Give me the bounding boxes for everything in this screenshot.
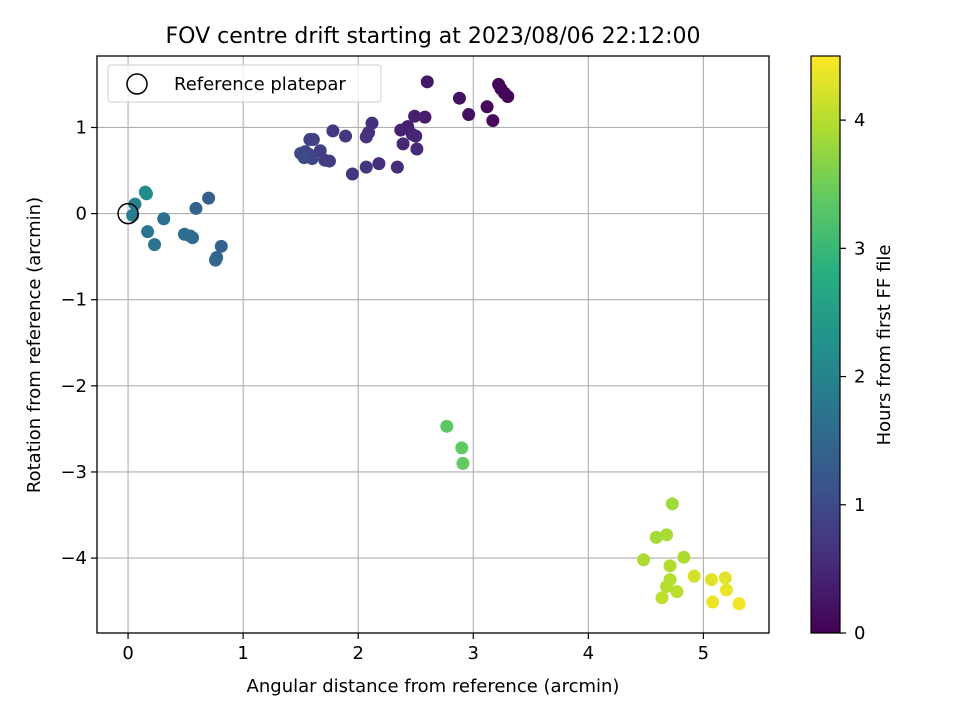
data-point [486, 114, 500, 128]
data-point [492, 77, 506, 91]
x-tick-label: 1 [237, 643, 248, 664]
y-ticks: 1 0 −1 −2 −3 −4 [60, 117, 97, 569]
y-tick-label: −2 [60, 376, 87, 397]
grid [97, 56, 769, 633]
data-point [665, 497, 679, 511]
data-point [139, 187, 153, 201]
y-axis-label: Rotation from reference (arcmin) [24, 197, 45, 493]
data-point [655, 591, 669, 605]
y-tick-label: −3 [60, 462, 87, 483]
legend-box [107, 64, 382, 103]
points-layer [117, 75, 746, 611]
data-point [420, 75, 434, 89]
reference-marker [117, 202, 139, 225]
data-point [455, 441, 469, 455]
data-point [189, 201, 203, 215]
legend-entry: Reference platepar [174, 74, 346, 95]
colorbar-gradient [810, 55, 841, 634]
colorbar-tick-label: 1 [854, 495, 865, 516]
data-point [326, 124, 340, 138]
data-point [732, 597, 746, 611]
data-point [687, 569, 701, 583]
data-point [345, 167, 359, 181]
y-tick-label: −1 [60, 290, 87, 311]
chart-title: FOV centre drift starting at 2023/08/06 … [166, 24, 701, 49]
data-point [339, 129, 353, 143]
data-point [148, 238, 162, 252]
data-point [456, 456, 470, 470]
data-point [706, 595, 720, 609]
data-point [128, 197, 142, 211]
data-point [396, 137, 410, 151]
data-point [177, 227, 191, 241]
data-point [462, 108, 476, 122]
colorbar: 0 1 2 3 4 Hours from first FF file [810, 55, 895, 644]
colorbar-tick-label: 3 [854, 238, 865, 259]
data-point [418, 110, 432, 124]
data-point [663, 559, 677, 573]
x-tick-label: 4 [583, 643, 594, 664]
data-point [480, 100, 494, 114]
plot-frame [96, 55, 770, 634]
x-axis-label: Angular distance from reference (arcmin) [247, 676, 620, 697]
colorbar-label: Hours from first FF file [874, 245, 895, 446]
data-point [704, 573, 718, 587]
data-point [303, 133, 317, 147]
data-point [202, 191, 216, 205]
x-tick-label: 0 [122, 643, 133, 664]
data-point [372, 157, 386, 171]
data-point [214, 239, 228, 253]
data-point [390, 160, 404, 174]
data-point [677, 550, 691, 564]
colorbar-tick-label: 2 [854, 367, 865, 388]
data-point [141, 225, 155, 239]
legend-marker-icon [126, 73, 148, 95]
x-ticks: 0 1 2 3 4 5 [122, 633, 709, 664]
x-tick-label: 2 [352, 643, 363, 664]
data-point [718, 571, 732, 585]
data-point [440, 419, 454, 433]
data-point [209, 253, 223, 267]
data-point [359, 160, 373, 174]
data-point [410, 142, 424, 156]
y-tick-label: −4 [60, 548, 87, 569]
data-point [408, 109, 422, 123]
colorbar-tick-label: 0 [854, 623, 865, 644]
data-point [394, 123, 408, 137]
data-point [670, 585, 684, 599]
data-point [660, 528, 674, 542]
colorbar-tick-label: 4 [854, 110, 865, 131]
data-point [409, 129, 423, 143]
data-point [637, 553, 651, 567]
data-point [649, 530, 663, 544]
y-tick-label: 1 [76, 117, 87, 138]
data-point [157, 212, 171, 226]
data-point [719, 583, 733, 597]
legend: Reference platepar [107, 64, 382, 103]
data-point [660, 579, 674, 593]
data-point [297, 151, 311, 165]
x-tick-label: 3 [468, 643, 479, 664]
x-tick-label: 5 [698, 643, 709, 664]
data-point [359, 130, 373, 144]
data-point [313, 144, 327, 158]
y-tick-label: 0 [76, 204, 87, 225]
colorbar-ticks: 0 1 2 3 4 [840, 110, 865, 644]
data-point [452, 91, 466, 105]
